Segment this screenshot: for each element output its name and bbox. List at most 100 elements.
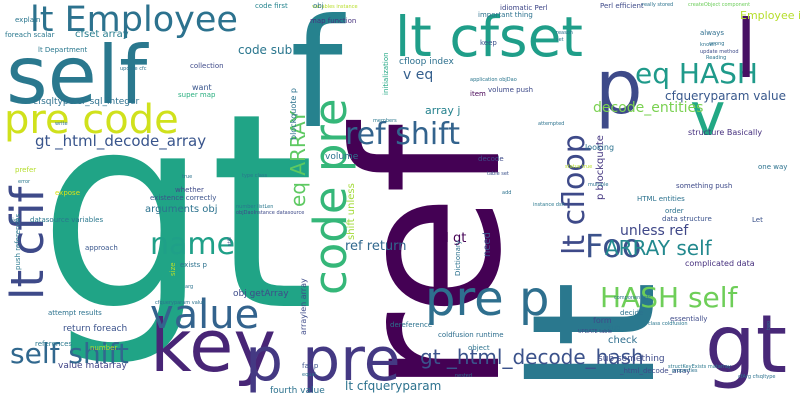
cloud-word: coldfusion runtime [438,331,504,339]
cloud-word: structure Basically [688,128,763,137]
cloud-word: write [55,121,68,127]
cloud-word: wrong [709,41,725,47]
cloud-word: important thing [478,11,533,19]
cloud-word: update method [700,49,739,55]
cloud-word: UPDATE table [578,329,612,335]
cloud-word: set [556,37,564,43]
cloud-word: foreach scalar [5,31,55,39]
cloud-word: dereference [390,321,433,329]
cloud-word: return foreach [63,324,128,334]
cloud-word: lt cfqueryparam [345,379,442,393]
cloud-word: sub something [598,354,665,364]
cloud-word: _html_decode_array [620,367,691,375]
cloud-word: HASH self [600,281,738,314]
cloud-word: cfArg cfsqltype [738,374,776,380]
cloud-word: size [169,262,177,276]
cloud-word: members [373,118,397,124]
cloud-word: check [608,335,638,346]
cloud-word: table set [487,171,509,177]
cloud-word: application objDao [470,77,517,83]
cloud-word: structKeyExists matarray [668,364,731,370]
cloud-word: looking [585,143,615,152]
cloud-word: one way [758,163,788,171]
cloud-word: gt [38,55,316,370]
cloud-word: attempted [538,121,565,127]
cloud-word: cfset array [75,29,129,40]
cloud-word: class coldfusion [648,321,688,327]
cloud-word: attempt results [48,309,102,317]
cloud-word: self [6,29,148,122]
cloud-word: value [150,292,260,338]
cloud-word: gt _html_decode_array [35,132,207,150]
cloud-word: idiomatic Perl [500,4,548,12]
cloud-word: fourth value [270,386,325,396]
cloud-word: essentially [670,315,708,323]
cloud-word: Employee id [740,9,800,22]
cloud-word: sub [608,324,621,332]
cloud-word: Let [752,216,763,224]
cloud-word: reason [556,30,573,36]
cloud-word: name [150,227,236,262]
cloud-word: unless ref [620,223,689,239]
cloud-word: explain [15,16,41,24]
cloud-word: obj getArray [233,289,289,299]
cloud-word: datasource variables [30,216,104,224]
cloud-word: whether [175,186,204,194]
cloud-word: p pre [245,325,401,395]
cloud-word: cfsqltype cf_sql_integer [33,97,140,107]
cloud-word: pre p [425,271,550,327]
cloud-word: two [766,320,772,330]
cloud-word: volume [325,152,359,162]
cloud-word: v [690,80,726,150]
cloud-word: data structure [662,215,712,223]
cloud-word: type class [242,173,268,179]
cloud-word: arg [185,284,194,290]
cloud-word: always [700,29,725,37]
cloud-word: multiple [588,182,609,188]
cloud-word: createObject component [688,2,751,8]
cloud-word: objDaoInstance datasource [236,210,305,216]
cloud-word: form [593,316,612,325]
cloud-word: item [470,90,486,98]
cloud-word: number [90,344,118,352]
cloud-word: code sub [238,43,293,57]
cloud-word: v eq [403,67,434,83]
cloud-word: HTML entities [637,195,685,203]
cloud-word: f [290,0,343,162]
cloud-word: known [700,42,717,48]
cloud-word: initialization [382,52,390,95]
cloud-word: pre code [4,97,179,143]
cloud-word: need [482,232,493,257]
cloud-word: obj [313,2,324,10]
cloud-word: order [665,207,684,215]
cloud-word: ref return [345,239,407,254]
cloud-word: expose [55,189,81,197]
cloud-word: id gt [437,231,467,246]
cloud-word: shift unless [346,183,357,240]
cloud-word: something push [676,182,733,190]
cloud-word: gt _html_decode_hash [420,345,644,369]
cloud-word: approach [85,244,118,252]
cloud-word: super map [178,91,216,99]
cloud-word: arraylen array [299,278,308,335]
cloud-word: prefer [15,166,37,174]
cloud-word: Foo [585,227,642,265]
cloud-word: far p [302,362,319,370]
cloud-word: volume push [488,86,534,94]
cloud-word: existence correctly [150,194,217,202]
cloud-word: object [468,344,490,352]
cloud-word: references [35,340,73,348]
cloud-word: want [192,83,212,92]
cloud-word: keep [480,39,497,47]
cloud-word: lt cfloop [557,134,592,255]
cloud-word: gt [705,298,788,391]
cloud-word: l [735,3,758,96]
cloud-word: lt Department [38,46,88,54]
cloud-word: key [150,304,277,388]
cloud-word: still [227,237,233,246]
cloud-word: p [595,43,643,131]
cloud-word: number listLen [236,204,274,210]
cloud-word: lt cfif [1,186,54,300]
cloud-word: update cfc [120,66,147,72]
